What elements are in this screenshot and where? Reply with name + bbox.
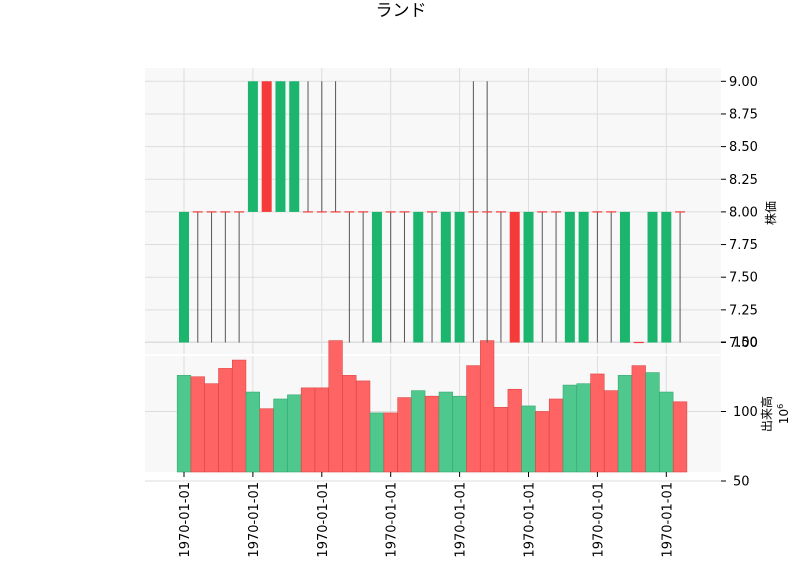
volume-bar: [287, 394, 302, 473]
volume-scale-exponent: 6: [776, 404, 785, 409]
candle-body: [275, 81, 286, 212]
price-tick-label: 7.75: [729, 238, 758, 253]
price-axis-label: 株価: [763, 201, 778, 225]
candle-body: [179, 211, 189, 343]
volume-bar: [204, 383, 219, 473]
volume-bar: [369, 412, 385, 473]
price-panel: [145, 68, 721, 354]
volume-bar: [452, 395, 467, 473]
volume-bar: [493, 407, 509, 473]
candle-body: [289, 81, 300, 212]
volume-bar: [273, 398, 288, 473]
volume-bar: [411, 390, 426, 473]
volume-bar: [314, 387, 329, 473]
candle-body: [454, 211, 465, 343]
volume-bars: [176, 340, 688, 473]
candles: [179, 81, 686, 344]
date-tick-label: 1970-01-01: [316, 482, 331, 558]
volume-bar: [218, 368, 233, 473]
volume-tick-label: 100: [733, 405, 758, 420]
volume-bar: [562, 384, 577, 473]
volume-axis-label: 出来高: [759, 396, 774, 432]
volume-bar: [397, 397, 412, 473]
candle-body: [247, 81, 258, 212]
volume-bar: [300, 387, 316, 473]
volume-bar: [328, 340, 343, 473]
volume-bar: [190, 376, 205, 473]
candle-body: [564, 211, 575, 343]
volume-bar: [507, 388, 522, 473]
candle-body: [523, 211, 534, 343]
volume-bar: [617, 375, 633, 473]
date-tick-label: 1970-01-01: [454, 482, 469, 558]
price-tick-label: 8.00: [729, 205, 758, 220]
price-tick-label: 8.25: [729, 173, 758, 188]
volume-bar: [480, 340, 495, 473]
volume-bar: [342, 375, 357, 473]
volume-bar: [466, 365, 481, 473]
volume-bar: [424, 395, 440, 473]
volume-bar: [232, 359, 247, 473]
date-tick-label: 1970-01-01: [385, 482, 400, 558]
volume-bar: [604, 390, 619, 473]
volume-bar: [548, 398, 564, 473]
volume-bar: [631, 365, 646, 473]
price-tick-label: 7.00: [729, 336, 758, 351]
volume-bar: [672, 401, 688, 473]
candle-body: [261, 81, 272, 212]
volume-scale-label: 106: [776, 404, 791, 424]
volume-tick-label: 50: [733, 475, 750, 490]
volume-bar: [645, 372, 660, 473]
date-tick-label: 1970-01-01: [247, 482, 262, 558]
price-tick-label: 9.00: [729, 75, 758, 90]
price-tick-label: 7.25: [729, 303, 758, 318]
candle-body: [647, 211, 658, 343]
volume-tick-label: 150: [733, 336, 758, 351]
candle-body: [578, 211, 589, 343]
volume-bar: [245, 391, 261, 473]
volume-bar: [659, 391, 674, 473]
date-tick-label: 1970-01-01: [660, 482, 675, 558]
candle-body: [661, 211, 672, 343]
volume-bar: [535, 411, 550, 473]
candle-body: [440, 211, 451, 343]
chart-title: ランド: [376, 1, 427, 21]
volume-bar: [259, 408, 274, 473]
price-tick-label: 8.50: [729, 140, 758, 155]
date-tick-label: 1970-01-01: [178, 482, 193, 558]
volume-bar: [590, 373, 605, 473]
volume-bar: [438, 391, 453, 473]
volume-bar: [356, 380, 371, 473]
candle-body: [413, 211, 424, 343]
volume-bar: [176, 375, 192, 473]
price-tick-label: 7.50: [729, 271, 758, 286]
volume-scale-base: 10: [777, 409, 791, 424]
candle-body: [509, 211, 520, 343]
date-tick-label: 1970-01-01: [591, 482, 606, 558]
date-tick-label: 1970-01-01: [523, 482, 538, 558]
price-tick-label: 8.75: [729, 107, 758, 122]
candle-body: [371, 211, 382, 343]
volume-bar: [576, 383, 591, 473]
candle-body: [619, 211, 630, 343]
axes: 7.00 7.25 7.50 7.75 8.00 8.25 8.50 8.75 9.00 50 10…: [178, 75, 758, 558]
volume-bar: [521, 405, 536, 473]
volume-bar: [383, 412, 398, 473]
